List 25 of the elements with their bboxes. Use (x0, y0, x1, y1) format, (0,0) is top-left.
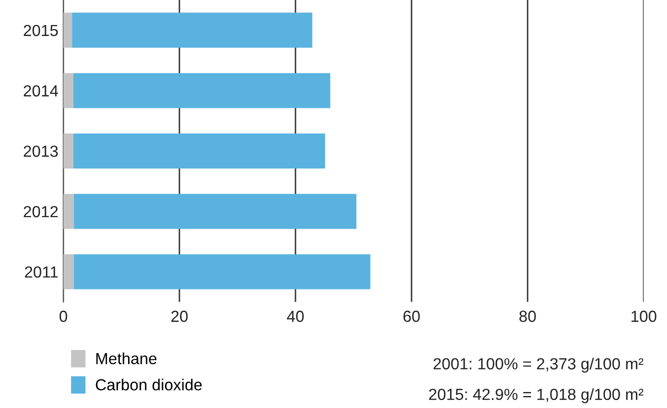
legend-label: Carbon dioxide (96, 378, 202, 390)
bar (63, 73, 74, 108)
bar (73, 133, 326, 168)
y-tick-label: 2013 (24, 146, 58, 157)
bar (74, 194, 356, 229)
y-tick-label: 2014 (24, 85, 58, 97)
x-tick-label: 100 (632, 310, 656, 322)
bar (63, 194, 74, 229)
text: 2015: 42.9% = 1,018 g/100 m² (429, 388, 644, 404)
x-tick-label: 40 (286, 310, 304, 322)
x-tick-label: 80 (519, 310, 536, 322)
y-tick-label: 2011 (24, 266, 58, 278)
bar (73, 73, 330, 108)
bar (72, 12, 312, 48)
x-tick-label: 60 (403, 310, 420, 322)
x-tick-label: 0 (60, 310, 68, 322)
y-tick-label: 2015 (24, 24, 58, 36)
y-tick-label: 2012 (24, 206, 58, 218)
bar (74, 254, 370, 290)
bar (63, 133, 74, 168)
x-tick-label: 20 (171, 310, 188, 322)
legend-label: Methane (96, 352, 156, 364)
bar (63, 254, 74, 290)
bar (63, 12, 72, 48)
text: 2001: 100% = 2,373 g/100 m² (434, 358, 644, 373)
